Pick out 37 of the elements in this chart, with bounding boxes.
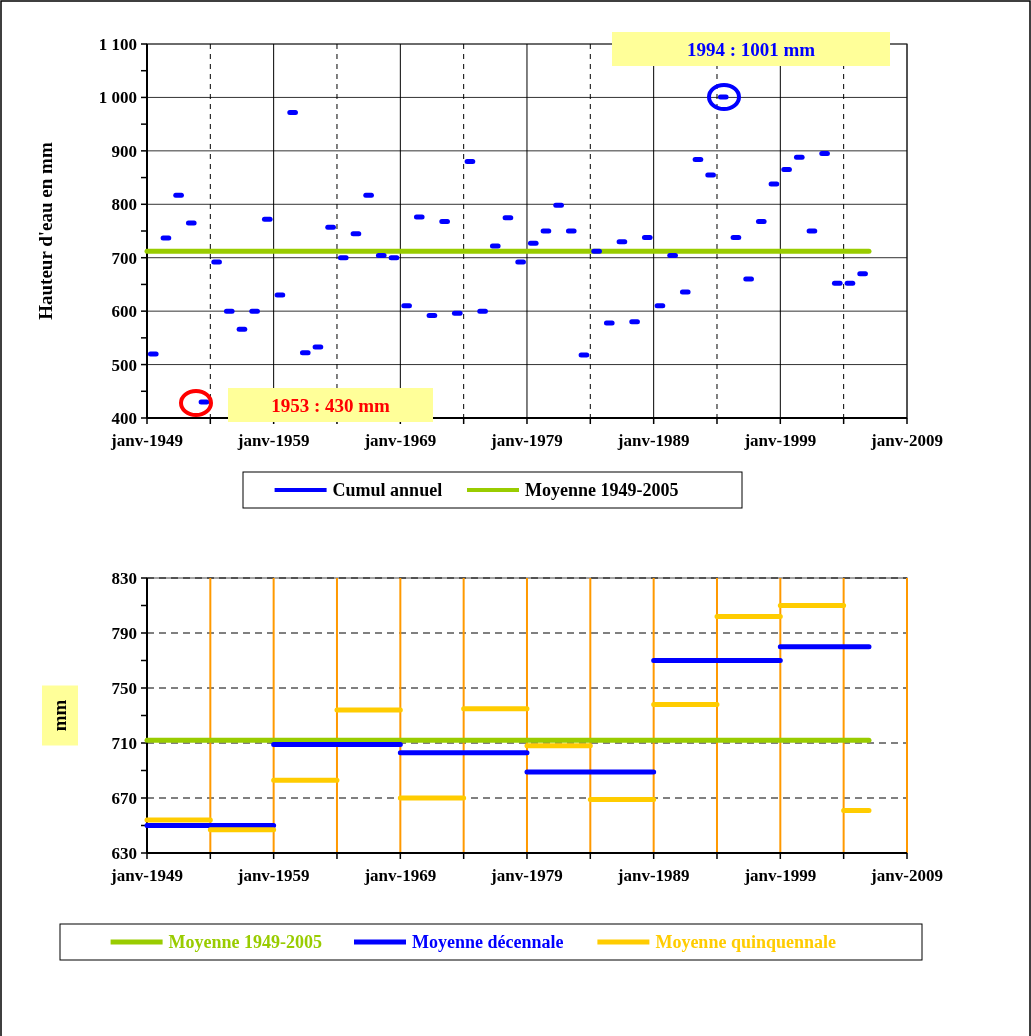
x-tick-label: janv-1999 [743, 866, 817, 885]
y-tick-label: 1 100 [98, 34, 137, 54]
y-tick-label: 700 [111, 248, 137, 268]
x-tick-label: janv-1989 [616, 431, 690, 450]
y-tick-label: 500 [111, 355, 137, 375]
y-tick-label: 800 [111, 195, 137, 215]
legend-label: Moyenne décennale [412, 932, 564, 953]
x-tick-label: janv-1999 [743, 431, 817, 450]
legend-label: Moyenne 1949-2005 [168, 932, 323, 953]
legend-label: Moyenne quinquennale [655, 932, 836, 953]
y-tick-label: 400 [111, 408, 137, 428]
x-tick-label: janv-1979 [490, 866, 563, 885]
y-tick-label: 750 [111, 678, 137, 698]
x-tick-label: janv-1959 [236, 431, 310, 450]
x-tick-label: janv-1969 [363, 431, 437, 450]
y-axis-title: mm [49, 699, 70, 732]
x-tick-label: janv-1989 [616, 866, 690, 885]
x-tick-label: janv-1959 [236, 866, 310, 885]
y-tick-label: 710 [111, 733, 137, 753]
y-tick-label: 830 [111, 568, 137, 588]
y-tick-label: 1 000 [98, 88, 137, 108]
annotation: 1953 : 430 mm [271, 394, 391, 416]
x-tick-label: janv-2009 [870, 866, 943, 885]
y-tick-label: 670 [111, 788, 137, 808]
legend-label: Cumul annuel [332, 480, 443, 501]
y-tick-label: 600 [111, 302, 137, 322]
x-tick-label: janv-1949 [110, 866, 183, 885]
x-tick-label: janv-1969 [363, 866, 437, 885]
x-tick-label: janv-1949 [110, 431, 183, 450]
y-tick-label: 790 [111, 623, 137, 643]
x-tick-label: janv-1979 [490, 431, 563, 450]
y-axis-title: Hauteur d'eau en mm [35, 142, 56, 320]
x-tick-label: janv-2009 [870, 431, 943, 450]
y-tick-label: 630 [111, 843, 137, 863]
y-tick-label: 900 [111, 141, 137, 161]
annotation: 1994 : 1001 mm [686, 38, 816, 60]
legend-label: Moyenne 1949-2005 [525, 480, 679, 501]
